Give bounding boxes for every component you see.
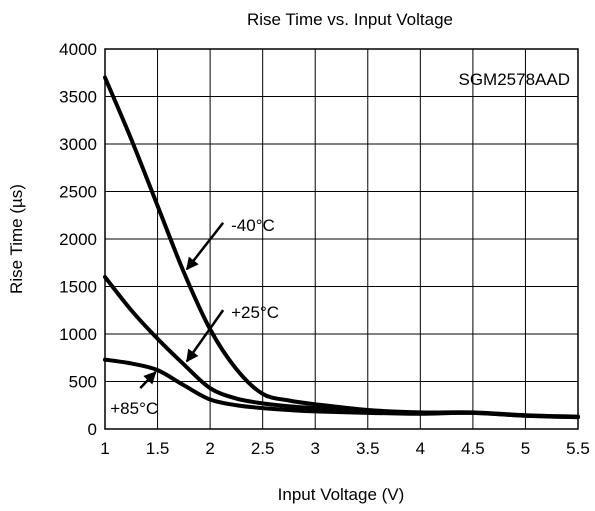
grid-lines <box>104 48 579 430</box>
y-tick-label: 0 <box>88 420 97 439</box>
y-axis-label: Rise Time (µs) <box>7 184 26 294</box>
data-series <box>103 75 580 420</box>
y-tick-label: 2000 <box>59 230 97 249</box>
chart-title: Rise Time vs. Input Voltage <box>247 10 453 29</box>
series-annotations: -40°C +25°C +85°C <box>110 216 279 418</box>
x-tick-label: 1 <box>100 439 109 458</box>
series-line-2 <box>103 357 580 420</box>
y-tick-label: 1500 <box>59 278 97 297</box>
x-tick-label: 2.5 <box>251 439 275 458</box>
y-tick-label: 4000 <box>59 40 97 59</box>
x-tick-label: 4 <box>416 439 425 458</box>
annotation-arrow <box>139 371 157 389</box>
plot-frame <box>104 48 579 430</box>
annotation-arrow <box>185 309 225 363</box>
y-tick-label: 3000 <box>59 135 97 154</box>
y-tick-label: 500 <box>69 373 97 392</box>
x-tick-label: 5 <box>521 439 530 458</box>
series-line-1 <box>103 275 580 420</box>
device-label: SGM2578AAD <box>459 70 571 89</box>
series-line-0 <box>103 75 580 419</box>
annotation-label: +25°C <box>231 303 279 322</box>
x-tick-label: 4.5 <box>461 439 485 458</box>
x-axis-label: Input Voltage (V) <box>278 485 405 504</box>
y-tick-label: 2500 <box>59 183 97 202</box>
x-tick-label: 3 <box>310 439 319 458</box>
x-tick-label: 2 <box>205 439 214 458</box>
tick-labels: 1 1.5 2 2.5 3 3.5 4 4.5 5 5.5 0 500 1000 1500 2000 2500… <box>59 40 590 458</box>
x-tick-label: 5.5 <box>566 439 590 458</box>
annotation-arrow <box>185 221 225 271</box>
annotation-label: -40°C <box>231 216 275 235</box>
y-tick-label: 3500 <box>59 88 97 107</box>
x-tick-label: 1.5 <box>146 439 170 458</box>
annotation-label: +85°C <box>110 399 158 418</box>
x-tick-label: 3.5 <box>356 439 380 458</box>
y-tick-label: 1000 <box>59 325 97 344</box>
